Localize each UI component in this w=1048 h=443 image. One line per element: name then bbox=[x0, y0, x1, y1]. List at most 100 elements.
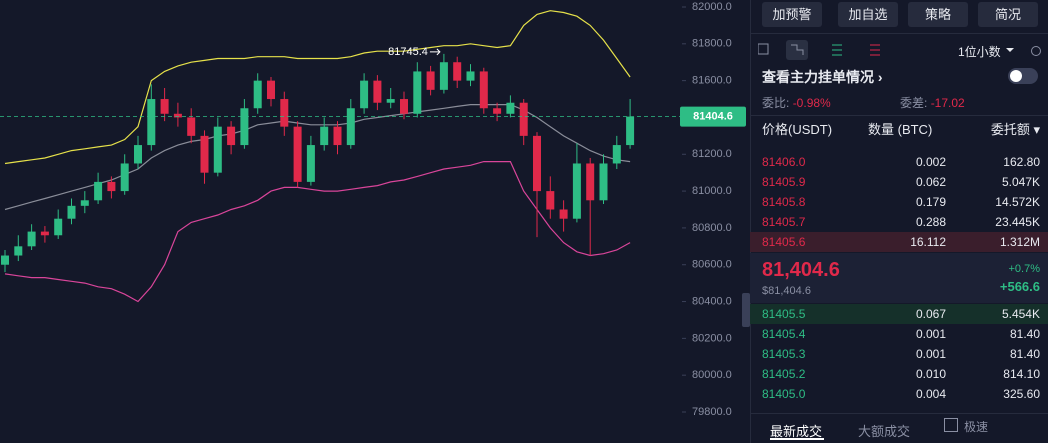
last-price-label: 81404.6 bbox=[693, 111, 733, 123]
book-row[interactable]: 81405.2 0.010 814.10 bbox=[750, 364, 1048, 384]
toggle-knob bbox=[1010, 70, 1022, 82]
ratio-label: 委比: bbox=[762, 96, 790, 110]
candle-body bbox=[80, 200, 89, 206]
last-price-box bbox=[680, 106, 746, 127]
y-tick-label: 80400.0 bbox=[692, 295, 732, 307]
book-row[interactable]: 81405.4 0.001 81.40 bbox=[750, 324, 1048, 344]
candle-body bbox=[213, 126, 222, 173]
quantity: 0.179 bbox=[915, 195, 946, 209]
y-tick-label: 80800.0 bbox=[692, 222, 732, 234]
button[interactable]: 简况 bbox=[978, 2, 1038, 27]
amount: 81.40 bbox=[1009, 347, 1040, 361]
candle-body bbox=[147, 99, 156, 146]
amount: 1.312M bbox=[999, 235, 1040, 249]
diff-label: 委差: bbox=[900, 96, 928, 110]
candle-body bbox=[586, 163, 595, 201]
candle-body bbox=[533, 135, 541, 192]
book-row[interactable]: 81405.0 0.004 325.60 bbox=[750, 384, 1048, 404]
quantity: 0.001 bbox=[915, 347, 946, 361]
candle-body bbox=[400, 99, 408, 114]
candle-body bbox=[559, 209, 568, 219]
candle-body bbox=[293, 126, 302, 182]
precision-icons bbox=[1006, 46, 1041, 56]
y-tick-label: 81800.0 bbox=[692, 38, 732, 50]
book-row[interactable]: 81405.7 0.288 23.445K bbox=[750, 212, 1048, 232]
precision[interactable]: 1位小数 bbox=[958, 45, 1001, 59]
button[interactable]: 加自选 bbox=[838, 2, 898, 27]
y-tick-label: 80000.0 bbox=[692, 369, 732, 381]
price: 81405.6 bbox=[762, 235, 806, 249]
book-row[interactable]: 81405.3 0.001 81.40 bbox=[750, 344, 1048, 364]
checkbox[interactable] bbox=[944, 418, 958, 432]
price: 81405.4 bbox=[762, 327, 806, 341]
candle-body bbox=[107, 181, 116, 192]
candle-body bbox=[479, 71, 488, 109]
candle-body bbox=[506, 102, 515, 114]
candle-body bbox=[439, 62, 448, 90]
bollinger-upper bbox=[4, 10, 631, 165]
candle-body bbox=[306, 145, 315, 182]
candle-body bbox=[546, 191, 555, 210]
quantity: 0.010 bbox=[915, 367, 946, 381]
candle-body bbox=[280, 99, 289, 127]
amount: 14.572K bbox=[995, 195, 1040, 209]
candle-body bbox=[320, 126, 329, 146]
book-row[interactable]: 81406.0 0.002 162.80 bbox=[750, 152, 1048, 172]
book-row[interactable]: 81405.5 0.067 5.454K bbox=[750, 304, 1048, 324]
candle-body bbox=[120, 163, 129, 192]
candle-body bbox=[200, 135, 209, 173]
column-header-sort[interactable]: 委托额 ▾ bbox=[990, 122, 1040, 137]
toggle[interactable] bbox=[1008, 68, 1038, 84]
candle-body bbox=[453, 62, 462, 81]
main-orders-link[interactable]: 查看主力挂单情况 › bbox=[762, 69, 883, 85]
high-arrow bbox=[429, 48, 441, 56]
candle-body bbox=[173, 113, 182, 118]
y-tick-label: 80600.0 bbox=[692, 259, 732, 271]
candle-body bbox=[626, 116, 635, 146]
candle-body bbox=[519, 102, 528, 136]
candle-body bbox=[599, 163, 608, 201]
amount: 81.40 bbox=[1009, 327, 1040, 341]
candle-body bbox=[413, 71, 422, 114]
candle-body bbox=[267, 80, 275, 100]
view-icons[interactable] bbox=[758, 40, 888, 60]
main-orders: 查看主力挂单情况 bbox=[762, 69, 874, 85]
quantity: 0.004 bbox=[915, 387, 946, 401]
price: 81405.9 bbox=[762, 175, 806, 189]
column-header: 委托额 bbox=[990, 122, 1030, 137]
candle-body bbox=[160, 99, 169, 114]
candle-body bbox=[612, 145, 621, 164]
quantity: 0.062 bbox=[915, 175, 946, 189]
button[interactable]: 加预警 bbox=[762, 2, 822, 27]
mid-price: 81,404.6 bbox=[762, 259, 840, 281]
price: 81405.5 bbox=[762, 307, 806, 321]
quantity: 0.002 bbox=[915, 155, 946, 169]
amount: 23.445K bbox=[995, 215, 1040, 229]
panel-handle[interactable] bbox=[742, 293, 750, 327]
book-row[interactable]: 81405.6 16.112 1.312M bbox=[750, 232, 1048, 252]
divider bbox=[750, 0, 751, 443]
tab[interactable]: 大额成交 bbox=[858, 424, 911, 439]
y-tick-label: 82000.0 bbox=[692, 1, 732, 13]
column-header[interactable]: 数量 (BTC) bbox=[868, 122, 933, 137]
candle-body bbox=[54, 218, 63, 236]
price: 81406.0 bbox=[762, 155, 806, 169]
book-row[interactable]: 81405.8 0.179 14.572K bbox=[750, 192, 1048, 212]
candle-body bbox=[227, 126, 236, 146]
amount: 5.047K bbox=[1001, 175, 1040, 189]
candle-body bbox=[426, 71, 435, 90]
chart: 82000.081800.081600.081400.081200.081000… bbox=[0, 1, 746, 418]
change-pct: +0.7% bbox=[1008, 263, 1041, 275]
button[interactable]: 策略 bbox=[908, 2, 968, 27]
quantity: 0.001 bbox=[915, 327, 946, 341]
y-tick-label: 81000.0 bbox=[692, 185, 732, 197]
book-row[interactable]: 81405.9 0.062 5.047K bbox=[750, 172, 1048, 192]
candle-body bbox=[333, 126, 342, 146]
tab[interactable]: 最新成交 bbox=[770, 424, 823, 439]
change: +566.6 bbox=[999, 279, 1040, 294]
candle-body bbox=[373, 80, 382, 103]
candle-body bbox=[466, 71, 475, 81]
ratio: -0.98% bbox=[792, 96, 831, 110]
candle-body bbox=[240, 108, 249, 146]
